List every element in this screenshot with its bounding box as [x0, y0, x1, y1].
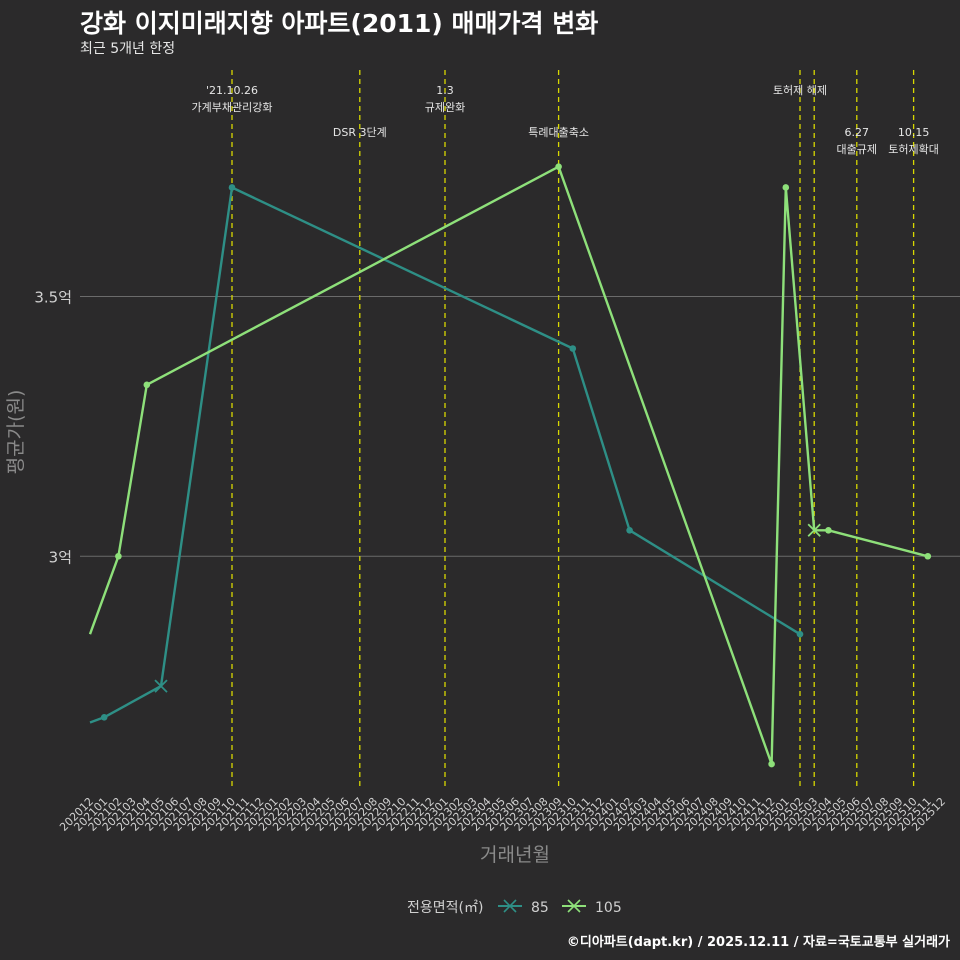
legend-label: 85 [531, 900, 549, 916]
legend-item-105[interactable]: 105 [562, 899, 622, 916]
event-label: 특례대출축소 [528, 126, 589, 139]
gridlines [80, 296, 960, 557]
legend-item-85[interactable]: 85 [498, 899, 549, 916]
y-axis-title: 평균가(원) [5, 390, 27, 475]
x-axis-title: 거래년월 [480, 844, 550, 866]
source-caption: ©디아파트(dapt.kr) / 2025.12.11 / 자료=국토교통부 실… [566, 935, 950, 950]
data-point-105-202104 [143, 381, 151, 389]
event-label: 규제완화 [425, 101, 465, 114]
data-point-85-202402 [626, 526, 633, 534]
event-label: 1.3 [436, 84, 454, 97]
event-label: 토허제확대 [888, 143, 939, 156]
event-label: '21.10.26 [206, 84, 258, 97]
series-lines [88, 163, 932, 768]
data-point-85-202101 [100, 713, 108, 721]
legend[interactable]: 전용면적(㎡) 85 105 [407, 899, 622, 916]
data-point-105-202501 [782, 184, 790, 191]
data-point-85-202502 [796, 630, 804, 638]
legend-label: 105 [595, 900, 622, 916]
data-point-105-202504 [825, 526, 832, 534]
legend-key-x [567, 899, 581, 913]
chart-title: 강화 이지미래지향 아파트(2011) 매매가격 변화 [80, 9, 599, 38]
data-point-105-202309 [555, 163, 562, 170]
series-line-105 [88, 165, 929, 766]
data-point-85-202310 [569, 345, 577, 352]
x-marker-stroke [154, 679, 168, 693]
x-marker-stroke [807, 523, 821, 537]
series-line-85 [89, 186, 801, 724]
legend-title: 전용면적(㎡) [407, 900, 483, 916]
event-label: DSR 3단계 [333, 126, 387, 139]
data-point-85-202110 [228, 184, 236, 191]
data-point-105-202503 [807, 523, 821, 537]
chart-subtitle: 최근 5개년 한정 [80, 41, 176, 57]
event-label: 가계부채관리강화 [192, 101, 273, 114]
data-point-105-202511 [924, 552, 932, 560]
event-label: 토허제 해제 [773, 83, 827, 97]
data-point-105-202412 [768, 760, 775, 768]
event-label: 6.27 [845, 126, 870, 139]
data-point-85-202105 [154, 679, 168, 693]
axes: 3억3.5억2020122021012021022021032021042021… [5, 289, 948, 866]
event-label: 대출규제 [837, 143, 877, 156]
data-point-105-202102 [115, 552, 122, 560]
y-tick-label: 3억 [49, 548, 72, 566]
y-tick-label: 3.5억 [34, 289, 72, 307]
legend-key-x [503, 899, 517, 913]
event-label: 10.15 [898, 126, 930, 139]
